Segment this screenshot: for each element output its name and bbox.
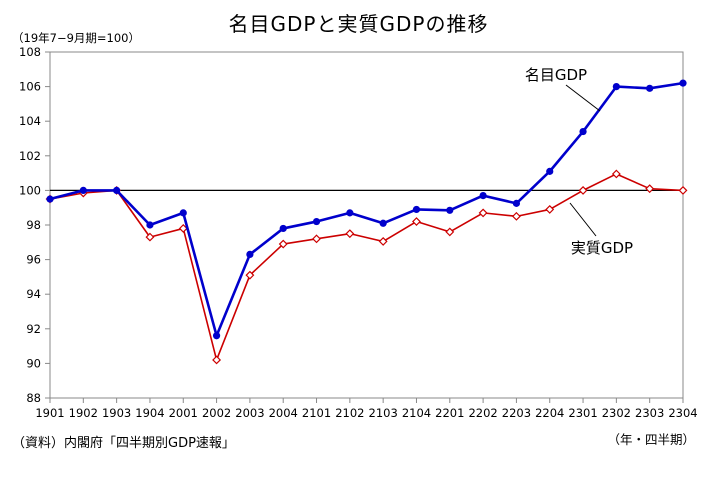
x-tick-label: 1902 (69, 406, 98, 420)
x-tick-label: 2202 (468, 406, 497, 420)
data-point (412, 205, 421, 214)
plot-frame (49, 51, 684, 399)
callouts: 名目GDP 実質GDP (525, 66, 633, 257)
series-line (49, 81, 684, 338)
data-point (478, 208, 488, 218)
data-point (79, 186, 87, 194)
x-tick-label: 2102 (335, 406, 364, 420)
x-tick-label: 1904 (135, 406, 164, 420)
data-point (245, 270, 255, 280)
data-point (546, 167, 554, 175)
data-point (212, 332, 221, 340)
leader-line-real (569, 202, 597, 237)
y-axis-ticks: 88 90 92 94 96 98 100 102 104 106 108 (19, 45, 50, 405)
x-tick-label: 2304 (668, 406, 697, 420)
data-point (312, 234, 321, 244)
data-point (379, 219, 387, 227)
data-point (146, 221, 154, 229)
data-point (346, 209, 354, 217)
data-point (312, 217, 321, 226)
data-point (212, 355, 222, 365)
data-point (46, 195, 54, 203)
unit-note: （19年7−9月期=100） (12, 31, 140, 45)
x-tick-label: 2203 (502, 406, 531, 420)
data-point (579, 127, 587, 136)
data-point (479, 191, 487, 200)
data-point (278, 239, 288, 249)
x-tick-label: 2104 (402, 406, 431, 420)
data-point (645, 184, 655, 194)
x-axis-unit: （年・四半期） (607, 432, 695, 447)
y-tick-label: 108 (19, 45, 41, 59)
x-tick-label: 1901 (35, 406, 64, 420)
y-tick-label: 106 (19, 80, 41, 94)
data-point (246, 250, 254, 259)
y-tick-label: 104 (19, 114, 41, 128)
x-tick-label: 2101 (302, 406, 331, 420)
y-tick-label: 102 (19, 149, 41, 163)
x-tick-label: 2201 (435, 406, 464, 420)
data-point (345, 229, 355, 239)
series-nominal-gdp (46, 79, 687, 340)
x-tick-label: 2204 (535, 406, 564, 420)
y-tick-label: 98 (26, 218, 41, 232)
series-real-gdp (45, 169, 688, 365)
series-layer (45, 79, 688, 365)
data-point (512, 199, 521, 207)
data-point (679, 79, 687, 87)
y-tick-label: 94 (26, 287, 41, 301)
y-tick-label: 100 (19, 183, 41, 197)
x-tick-label: 2003 (235, 406, 264, 420)
y-tick-label: 88 (26, 391, 41, 405)
y-tick-label: 96 (26, 253, 41, 267)
y-tick-label: 92 (26, 322, 41, 336)
label-nominal-gdp: 名目GDP (525, 66, 587, 84)
data-point (545, 204, 555, 214)
data-point (678, 185, 688, 195)
x-tick-label: 2001 (169, 406, 198, 420)
data-point (378, 236, 388, 246)
data-point (145, 232, 155, 242)
leader-line-nominal (565, 84, 601, 112)
data-point (612, 83, 620, 91)
x-tick-label: 2301 (568, 406, 597, 420)
y-tick-label: 90 (26, 356, 41, 370)
label-real-gdp: 実質GDP (571, 239, 633, 257)
x-tick-label: 2002 (202, 406, 231, 420)
data-point (113, 186, 121, 194)
data-point (446, 206, 454, 214)
data-point (578, 185, 588, 195)
data-point (646, 84, 654, 92)
x-tick-label: 1903 (102, 406, 131, 420)
data-point (179, 209, 187, 217)
data-point (279, 224, 287, 233)
data-point (511, 211, 521, 221)
series-line (49, 173, 684, 361)
data-point (178, 224, 188, 233)
source-note: （資料）内閣府「四半期別GDP速報」 (12, 436, 235, 451)
x-tick-label: 2302 (602, 406, 631, 420)
x-tick-label: 2004 (269, 406, 298, 420)
data-point (412, 217, 421, 226)
x-tick-label: 2103 (369, 406, 398, 420)
data-point (611, 169, 621, 179)
chart-title: 名目GDPと実質GDPの推移 (228, 12, 489, 36)
data-point (445, 227, 455, 237)
x-axis-ticks: 1901 1902 1903 1904 2001 2002 2003 2004 2101 2102… (35, 398, 698, 420)
x-tick-label: 2303 (635, 406, 664, 420)
